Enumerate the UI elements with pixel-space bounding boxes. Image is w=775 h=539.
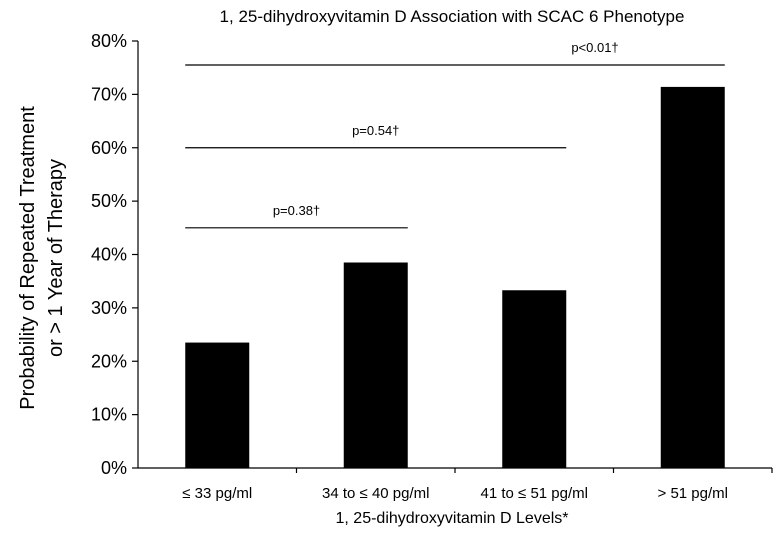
y-axis-title-line-1: Probability of Repeated Treatment (17, 106, 39, 410)
y-tick-label: 70% (91, 84, 127, 104)
x-tick-label: 34 to ≤ 40 pg/ml (322, 485, 429, 502)
y-tick-label: 30% (91, 298, 127, 318)
bar (502, 290, 567, 468)
y-tick-label: 40% (91, 245, 127, 265)
x-tick-label: ≤ 33 pg/ml (182, 485, 252, 502)
x-tick-label: 41 to ≤ 51 pg/ml (481, 485, 588, 502)
significance-label: p=0.54† (352, 123, 399, 138)
bar (660, 86, 725, 468)
chart-title: 1, 25-dihydroxyvitamin D Association wit… (220, 7, 685, 26)
y-tick-label: 0% (101, 458, 127, 478)
plot-area: 0% 10% 20% 30% 40% 50% 60% 70% 80% ≤ 33 pg/ml 34 t… (91, 31, 773, 502)
y-tick-label: 10% (91, 405, 127, 425)
y-axis-title: Probability of Repeated Treatment or > 1… (17, 106, 67, 410)
y-tick-label: 60% (91, 138, 127, 158)
x-axis-title: 1, 25-dihydroxyvitamin D Levels* (336, 510, 569, 527)
y-tick-label: 50% (91, 191, 127, 211)
y-tick-label: 80% (91, 31, 127, 51)
y-tick-label: 20% (91, 351, 127, 371)
y-axis-title-line-2: or > 1 Year of Therapy (45, 159, 67, 357)
significance-label: p=0.38† (273, 203, 320, 218)
bar (185, 342, 250, 468)
x-tick-label: > 51 pg/ml (658, 485, 728, 502)
bar (343, 262, 408, 468)
significance-label: p<0.01† (571, 40, 618, 55)
